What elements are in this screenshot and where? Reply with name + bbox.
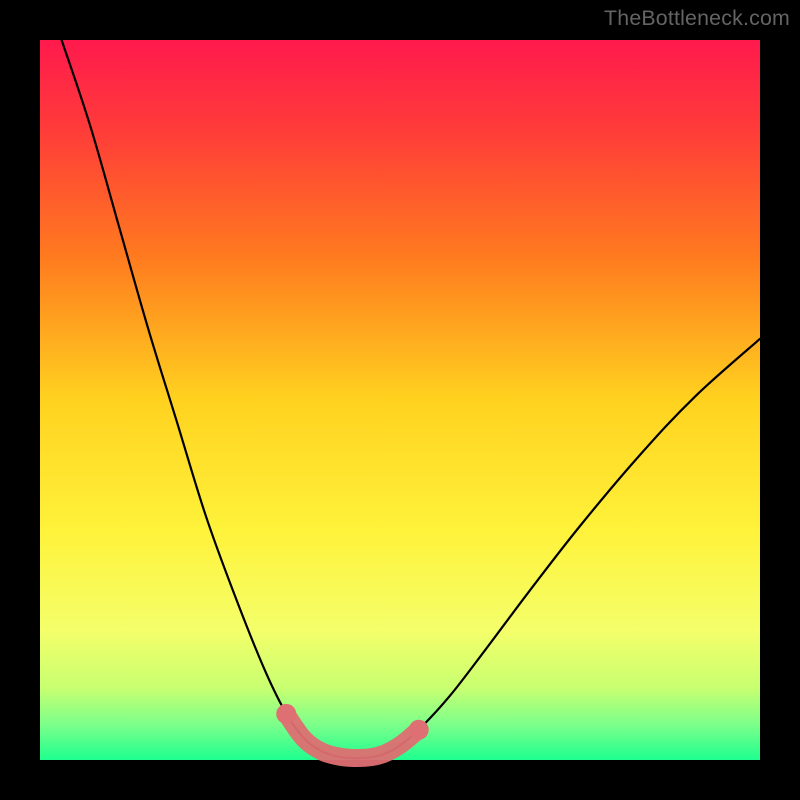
chart-stage: TheBottleneck.com [0, 0, 800, 800]
watermark-text: TheBottleneck.com [604, 6, 790, 31]
plot-background [40, 40, 760, 760]
highlight-dot [276, 704, 296, 724]
bottleneck-chart [0, 0, 800, 800]
highlight-dot [409, 720, 429, 740]
